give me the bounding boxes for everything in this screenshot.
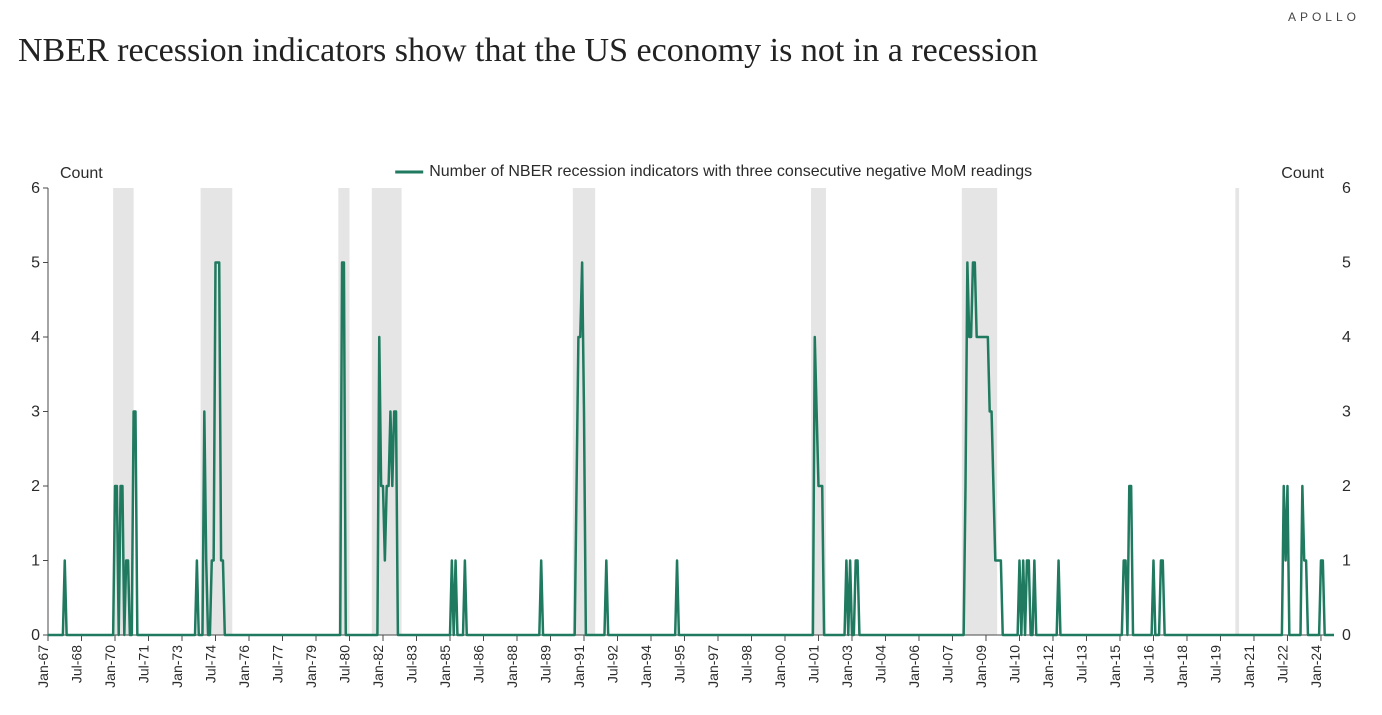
svg-text:Jul-83: Jul-83 bbox=[403, 645, 419, 683]
svg-text:Jul-68: Jul-68 bbox=[68, 645, 84, 683]
chart-container: 0 0 1 1 2 2 3 3 4 4 5 5 6 6 Count Count Jan-67 Jul-68 Jan-… bbox=[18, 160, 1364, 697]
svg-text:0: 0 bbox=[1342, 627, 1351, 644]
svg-text:Jul-71: Jul-71 bbox=[135, 645, 151, 683]
svg-text:Jan-18: Jan-18 bbox=[1174, 645, 1190, 688]
svg-text:Jan-00: Jan-00 bbox=[772, 645, 788, 688]
svg-text:Jan-70: Jan-70 bbox=[102, 645, 118, 688]
svg-text:Jan-94: Jan-94 bbox=[638, 645, 654, 688]
svg-text:6: 6 bbox=[31, 180, 40, 197]
y-axis-title-left: Count bbox=[60, 165, 103, 182]
svg-text:5: 5 bbox=[1342, 255, 1351, 272]
svg-text:Jul-01: Jul-01 bbox=[805, 645, 821, 683]
svg-text:Jan-97: Jan-97 bbox=[705, 645, 721, 688]
svg-text:Jul-98: Jul-98 bbox=[738, 645, 754, 683]
svg-text:3: 3 bbox=[1342, 404, 1351, 421]
svg-text:4: 4 bbox=[31, 329, 40, 346]
svg-text:4: 4 bbox=[1342, 329, 1351, 346]
svg-text:Jul-80: Jul-80 bbox=[336, 645, 352, 683]
legend: Number of NBER recession indicators with… bbox=[395, 163, 1032, 180]
svg-text:6: 6 bbox=[1342, 180, 1351, 197]
svg-text:Jan-88: Jan-88 bbox=[504, 645, 520, 688]
svg-text:Jul-77: Jul-77 bbox=[269, 645, 285, 683]
svg-text:Jan-21: Jan-21 bbox=[1241, 645, 1257, 688]
svg-text:1: 1 bbox=[1342, 553, 1351, 570]
svg-text:5: 5 bbox=[31, 255, 40, 272]
svg-text:Jan-24: Jan-24 bbox=[1308, 645, 1324, 688]
svg-text:Jul-86: Jul-86 bbox=[470, 645, 486, 683]
svg-text:Jan-03: Jan-03 bbox=[839, 645, 855, 688]
svg-text:Jan-12: Jan-12 bbox=[1040, 645, 1056, 688]
svg-text:Jul-95: Jul-95 bbox=[671, 645, 687, 683]
svg-text:Jul-07: Jul-07 bbox=[939, 645, 955, 683]
svg-text:Jan-67: Jan-67 bbox=[35, 645, 51, 688]
svg-text:Jan-82: Jan-82 bbox=[370, 645, 386, 688]
svg-text:Jul-04: Jul-04 bbox=[872, 645, 888, 683]
brand-label: APOLLO bbox=[1288, 10, 1360, 24]
svg-text:Jul-16: Jul-16 bbox=[1140, 645, 1156, 683]
svg-text:2: 2 bbox=[31, 478, 40, 495]
page-title: NBER recession indicators show that the … bbox=[18, 32, 1038, 70]
line-chart: 0 0 1 1 2 2 3 3 4 4 5 5 6 6 Count Count Jan-67 Jul-68 Jan-… bbox=[18, 160, 1364, 697]
svg-text:Jul-13: Jul-13 bbox=[1073, 645, 1089, 683]
svg-text:Jan-15: Jan-15 bbox=[1107, 645, 1123, 688]
svg-text:Jan-73: Jan-73 bbox=[169, 645, 185, 688]
page-root: APOLLO NBER recession indicators show th… bbox=[0, 0, 1382, 715]
svg-text:Jan-09: Jan-09 bbox=[973, 645, 989, 688]
y-axis-title-right: Count bbox=[1281, 165, 1324, 182]
svg-text:Jan-91: Jan-91 bbox=[571, 645, 587, 688]
legend-label: Number of NBER recession indicators with… bbox=[429, 163, 1032, 180]
svg-text:1: 1 bbox=[31, 553, 40, 570]
svg-text:Jan-79: Jan-79 bbox=[303, 645, 319, 688]
svg-text:Jul-92: Jul-92 bbox=[604, 645, 620, 683]
svg-text:Jul-22: Jul-22 bbox=[1274, 645, 1290, 683]
svg-text:Jan-85: Jan-85 bbox=[437, 645, 453, 688]
svg-text:Jul-19: Jul-19 bbox=[1207, 645, 1223, 683]
svg-text:Jan-76: Jan-76 bbox=[236, 645, 252, 688]
svg-text:Jul-10: Jul-10 bbox=[1006, 645, 1022, 683]
svg-text:0: 0 bbox=[31, 627, 40, 644]
svg-text:Jan-06: Jan-06 bbox=[906, 645, 922, 688]
svg-text:2: 2 bbox=[1342, 478, 1351, 495]
svg-text:Jul-89: Jul-89 bbox=[537, 645, 553, 683]
svg-text:Jul-74: Jul-74 bbox=[202, 645, 218, 683]
svg-text:3: 3 bbox=[31, 404, 40, 421]
